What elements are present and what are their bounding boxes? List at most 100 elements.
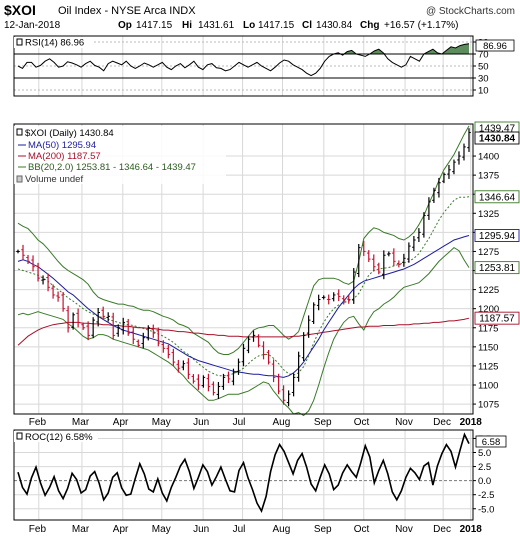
month-label: 2018 — [460, 524, 483, 535]
price-frame — [13, 123, 474, 415]
price-bar — [121, 317, 126, 335]
price-bar — [36, 262, 40, 282]
price-bar — [316, 294, 321, 311]
price-bar — [201, 375, 206, 388]
price-bar — [452, 159, 456, 175]
month-label: Feb — [29, 524, 47, 535]
price-bar — [356, 243, 361, 278]
price-bar — [311, 302, 316, 324]
price-bar — [151, 324, 156, 338]
month-label: Oct — [354, 417, 370, 428]
roc-tick-label: 5.0 — [478, 448, 491, 459]
price-bar — [166, 344, 171, 359]
bb-lower-band — [17, 246, 470, 417]
legend-symbol: $XOI (Daily) 1430.84 — [25, 128, 114, 139]
rsi-last-value-box — [475, 39, 515, 52]
rsi-legend: RSI(14) 86.96 — [25, 38, 84, 49]
month-label: Dec — [433, 417, 451, 428]
price-bar — [351, 268, 356, 304]
last-label-box — [474, 311, 520, 325]
rsi-tick-label: 50 — [478, 62, 489, 73]
last-label-ma50: 1295.94 — [474, 229, 520, 242]
price-bar — [66, 305, 70, 333]
last-label-text: 1346.64 — [479, 192, 516, 203]
close-label: Cl — [302, 20, 312, 31]
price-bar — [26, 254, 30, 264]
change-value: +16.57 (+1.17%) — [384, 20, 459, 31]
price-bar — [211, 381, 216, 396]
price-bar — [366, 250, 371, 263]
open-value: 1417.15 — [136, 20, 173, 31]
legend-ma50: MA(50) 1295.94 — [28, 140, 96, 151]
price-bar — [261, 341, 266, 360]
price-bar — [146, 325, 151, 341]
month-label: Nov — [395, 417, 413, 428]
price-tick-label: 1075 — [478, 400, 499, 411]
price-tick-label: 1400 — [478, 152, 499, 163]
x-axis-labels-price: Feb Mar Apr May Jun Jul Aug Sep Oct Nov Dec 2018 — [29, 417, 482, 428]
price-bar — [46, 273, 50, 292]
price-bar — [241, 343, 246, 367]
price-bar — [51, 284, 55, 299]
price-bar — [442, 172, 446, 184]
roc-frame — [13, 429, 474, 521]
month-label: Sep — [314, 524, 332, 535]
price-bar — [111, 312, 116, 340]
price-bar — [116, 324, 121, 337]
price-bar — [427, 197, 431, 220]
month-label: Aug — [273, 524, 291, 535]
last-label-close: 1430.84 — [474, 131, 520, 145]
month-label: Oct — [354, 524, 370, 535]
quote-date: 12-Jan-2018 — [4, 20, 61, 31]
price-bar — [412, 236, 416, 252]
roc-legend-bg — [14, 431, 98, 442]
price-tick-label: 1125 — [478, 361, 498, 372]
price-bar — [161, 340, 166, 353]
price-legend-icon — [16, 128, 23, 136]
high-label: Hi — [182, 20, 192, 31]
price-bar — [271, 359, 276, 383]
price-bar — [276, 373, 281, 395]
rsi-legend-icon — [16, 38, 23, 46]
price-bar — [176, 359, 181, 373]
price-bar — [71, 312, 75, 330]
price-bar — [377, 262, 381, 275]
roc-tick-label: 0.0 — [478, 476, 491, 487]
price-tick-label: 1200 — [478, 304, 499, 315]
price-bar — [226, 371, 231, 384]
price-bar — [336, 289, 341, 302]
price-bar — [397, 260, 401, 268]
price-legend-bg — [14, 126, 226, 184]
month-label: Jun — [193, 524, 209, 535]
price-bar — [432, 187, 436, 203]
price-bar — [266, 349, 271, 365]
price-bar — [422, 212, 426, 238]
rsi-tick-label: 70 — [478, 50, 489, 61]
price-bar — [281, 385, 286, 405]
price-tick-label: 1225 — [478, 285, 499, 296]
price-bar — [462, 143, 466, 161]
price-tick-label: 1175 — [478, 323, 498, 334]
last-label-text: 1439.47 — [479, 124, 516, 135]
roc-legend-icon — [16, 432, 23, 440]
price-bar — [21, 244, 25, 261]
price-tick-label: 1325 — [478, 209, 499, 220]
price-bar — [186, 358, 191, 380]
price-tick-label: 1275 — [478, 247, 499, 258]
legend-volume-swatch — [16, 175, 23, 183]
legend-volume: Volume undef — [25, 174, 83, 185]
roc-last-value-box — [475, 435, 507, 448]
roc-tick-label: -5.0 — [478, 504, 494, 515]
chart-header: $XOI Oil Index - NYSE Arca INDX @ StockC… — [4, 2, 515, 31]
price-panel: 1400137513501325130012751250122512001175… — [13, 121, 520, 417]
month-label: Sep — [314, 417, 332, 428]
price-bars — [16, 128, 471, 407]
last-label-ma200: 1187.57 — [474, 311, 520, 325]
month-label: Apr — [113, 417, 129, 428]
last-label-box — [474, 131, 520, 145]
price-bar — [106, 312, 110, 322]
price-bar — [301, 332, 306, 361]
roc-tick-label: 2.5 — [478, 462, 491, 473]
rsi-line — [17, 43, 470, 77]
price-bar — [296, 351, 301, 382]
